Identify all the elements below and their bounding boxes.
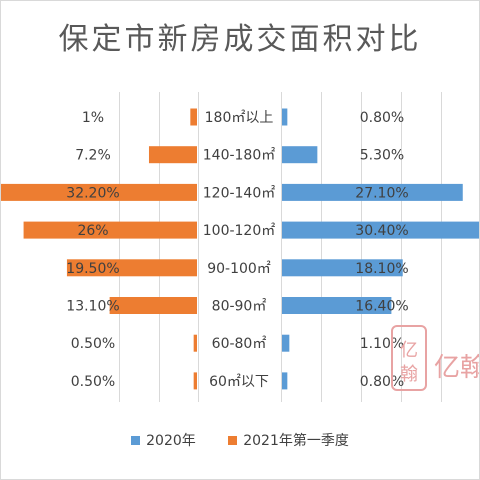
- data-label-2021q1-0: 1%: [82, 110, 104, 126]
- bar-2021q1-3: [23, 221, 197, 239]
- bar-2020-3: [282, 221, 480, 239]
- legend-label-2021q1: 2021年第一季度: [243, 433, 349, 449]
- bar-2020-0: [282, 108, 288, 126]
- data-label-2021q1-5: 13.10%: [66, 299, 119, 315]
- data-label-2020-2: 27.10%: [355, 185, 408, 201]
- bar-2020-7: [282, 372, 288, 390]
- bar-2021q1-0: [190, 108, 197, 126]
- category-label-0: 180㎡以上: [205, 110, 274, 126]
- bar-2021q1-2: [0, 183, 198, 201]
- chart-title: 保定市新房成交面积对比: [58, 22, 422, 57]
- legend-item-2021q1: 2021年第一季度: [228, 430, 349, 450]
- bar-2020-2: [282, 183, 463, 201]
- bar-2021q1-1: [148, 146, 197, 164]
- bar-2021q1-6: [193, 334, 197, 352]
- category-label-3: 100-120㎡: [203, 223, 276, 239]
- data-label-2021q1-2: 32.20%: [66, 185, 119, 201]
- category-label-5: 80-90㎡: [212, 299, 267, 315]
- category-label-6: 60-80㎡: [212, 336, 267, 352]
- data-label-2021q1-4: 19.50%: [66, 261, 119, 277]
- data-label-2020-6: 1.10%: [360, 336, 404, 352]
- legend-item-2020: 2020年: [131, 430, 196, 450]
- legend: 2020年 2021年第一季度: [0, 430, 480, 450]
- legend-label-2020: 2020年: [146, 433, 196, 449]
- data-label-2020-7: 0.80%: [360, 374, 404, 390]
- bar-2021q1-4: [66, 259, 197, 277]
- category-label-1: 140-180㎡: [203, 148, 276, 164]
- bar-2021q1-7: [193, 372, 197, 390]
- data-label-2020-0: 0.80%: [360, 110, 404, 126]
- data-label-2021q1-3: 26%: [77, 223, 108, 239]
- bar-2020-4: [282, 259, 403, 277]
- data-label-2020-5: 16.40%: [355, 299, 408, 315]
- data-label-2020-4: 18.10%: [355, 261, 408, 277]
- data-label-2020-3: 30.40%: [355, 223, 408, 239]
- data-label-2020-1: 5.30%: [360, 148, 404, 164]
- category-label-4: 90-100㎡: [207, 261, 271, 277]
- bar-2020-1: [282, 146, 318, 164]
- data-label-2021q1-7: 0.50%: [71, 374, 115, 390]
- bar-2021q1-5: [109, 297, 197, 314]
- category-label-2: 120-140㎡: [203, 185, 276, 201]
- bar-2020-6: [282, 334, 290, 352]
- legend-swatch-2021q1: [228, 435, 238, 445]
- data-label-2021q1-6: 0.50%: [71, 336, 115, 352]
- legend-swatch-2020: [131, 435, 141, 445]
- bar-2020-5: [282, 297, 392, 314]
- category-label-7: 60㎡以下: [209, 374, 269, 390]
- data-label-2021q1-1: 7.2%: [75, 148, 111, 164]
